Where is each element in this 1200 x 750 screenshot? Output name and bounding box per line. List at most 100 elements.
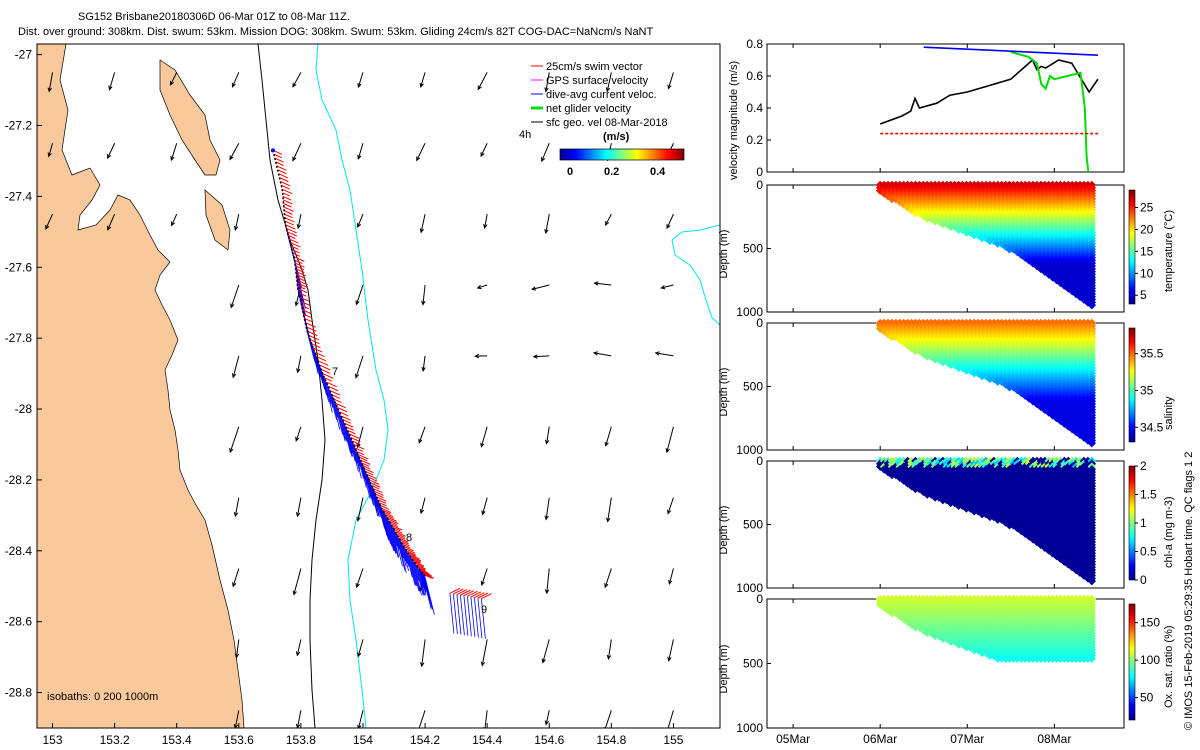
colorbar-tick-label: 150 (1140, 616, 1160, 630)
swim-vector (292, 252, 301, 257)
surface-velocity-arrowhead (292, 590, 297, 596)
x-tick-label: 154.2 (410, 733, 440, 747)
swim-vector (322, 373, 334, 379)
velocity-series-net-glider (1010, 51, 1090, 173)
swim-vector (408, 553, 420, 560)
swim-vector (376, 496, 387, 502)
surface-velocity-arrowhead (606, 654, 612, 660)
surface-velocity-arrowhead (665, 448, 670, 454)
map-y-ticks: -27-27.2-27.4-27.6-27.8-28-28.2-28.4-28.… (5, 48, 42, 700)
surface-velocity-arrowhead (232, 582, 237, 588)
swim-vector (424, 574, 433, 579)
swim-vector (305, 322, 316, 328)
swim-vector (319, 364, 331, 371)
surface-velocity-arrowhead (107, 154, 112, 160)
surface-velocity-arrowhead (295, 651, 301, 657)
swim-vector (383, 512, 394, 517)
surface-velocity-arrow (45, 213, 53, 230)
surface-velocity-arrow (232, 72, 240, 87)
colorbar-tick-label: 10 (1140, 266, 1154, 280)
surface-velocity-arrowhead (356, 443, 361, 449)
dive-avg-current-vector (409, 556, 420, 592)
surface-velocity-arrowhead (416, 156, 421, 162)
dive-avg-current-vector (423, 574, 434, 610)
swim-vector (385, 514, 395, 519)
dive-avg-current-vector (420, 571, 427, 590)
swim-vector (360, 459, 371, 465)
dive-avg-current-vector (424, 574, 435, 615)
swim-vector (289, 242, 301, 248)
surface-velocity-arrow (355, 355, 364, 378)
surface-velocity-arrowhead (654, 351, 660, 356)
surface-velocity-arrow (296, 710, 302, 728)
dive-avg-current-vector (474, 597, 479, 638)
depth-axis-label: Depth (m) (718, 368, 730, 417)
swim-vector (276, 165, 287, 171)
swim-vector (406, 550, 416, 556)
swim-vector (297, 288, 308, 294)
swim-vector (345, 426, 354, 431)
swim-vector (283, 203, 292, 208)
swim-vector (337, 407, 348, 413)
surface-velocity-arrow (170, 72, 178, 86)
dive-avg-current-vector (422, 573, 431, 601)
legend-entry: sfc geo. vel 08-Mar-2018 (546, 117, 668, 129)
surface-velocity-arrowhead (541, 658, 546, 664)
surface-velocity-arrowhead (667, 509, 672, 515)
surface-velocity-arrow (418, 426, 426, 443)
surface-velocity-arrowhead (476, 284, 482, 290)
surface-velocity-arrow (546, 568, 550, 594)
y-tick-label: -28 (15, 402, 33, 416)
profile-colorbar (1128, 327, 1136, 443)
dive-avg-current-vector (353, 444, 361, 470)
x-tick-label: 154 (353, 733, 373, 747)
x-tick-label: 155 (663, 733, 683, 747)
surface-velocity-arrowhead (356, 222, 362, 229)
day-label: 9 (481, 604, 487, 616)
dive-avg-current-vector (420, 570, 427, 592)
surface-velocity-arrow (232, 355, 240, 378)
swim-vector (314, 351, 325, 358)
swim-vector (368, 479, 380, 485)
surface-velocity-arrowhead (292, 82, 297, 88)
surface-velocity-arrow (420, 497, 426, 514)
surface-velocity-arrow (667, 72, 674, 89)
x-tick-label: 153 (43, 733, 63, 747)
dive-avg-current-vector (389, 523, 400, 558)
swim-vector (303, 313, 311, 318)
profile-colorbar (1128, 603, 1136, 721)
dive-avg-current-vector (333, 399, 344, 435)
surface-velocity-arrowhead (354, 373, 360, 379)
dive-avg-current-vector (392, 527, 403, 567)
swim-vector (348, 433, 360, 439)
dive-avg-current-vector (387, 518, 397, 553)
swim-vector (341, 415, 351, 421)
surface-velocity-arrowhead (233, 225, 239, 231)
surface-velocity-arrow (667, 497, 674, 514)
surface-velocity-arrowhead (541, 157, 546, 163)
surface-velocity-arrowhead (355, 582, 360, 589)
speed-colorbar (559, 148, 685, 161)
swim-vector (311, 343, 321, 349)
swim-vector (392, 526, 401, 532)
dive-avg-current-vector (357, 454, 367, 488)
dive-avg-current-vector (406, 550, 416, 585)
surface-velocity-arrowhead (480, 580, 485, 587)
surface-velocity-arrowhead (480, 152, 485, 158)
surface-velocity-arrow (355, 284, 364, 305)
dive-avg-current-vector (470, 596, 476, 637)
surface-velocity-arrow (541, 143, 550, 162)
dive-avg-current-vector (393, 529, 400, 550)
swim-vector (362, 465, 371, 470)
swim-vector (453, 588, 464, 595)
swim-vector (414, 562, 425, 568)
surface-velocity-arrow (480, 143, 488, 157)
surface-velocity-arrowhead (47, 87, 52, 93)
dive-avg-current-vector (329, 390, 341, 430)
dive-avg-current-vector (453, 593, 458, 634)
surface-velocity-arrow (357, 213, 364, 228)
dive-avg-current-vector (312, 347, 321, 378)
y-tick-label: -28.6 (5, 615, 33, 629)
surface-velocity-arrow (605, 426, 612, 446)
